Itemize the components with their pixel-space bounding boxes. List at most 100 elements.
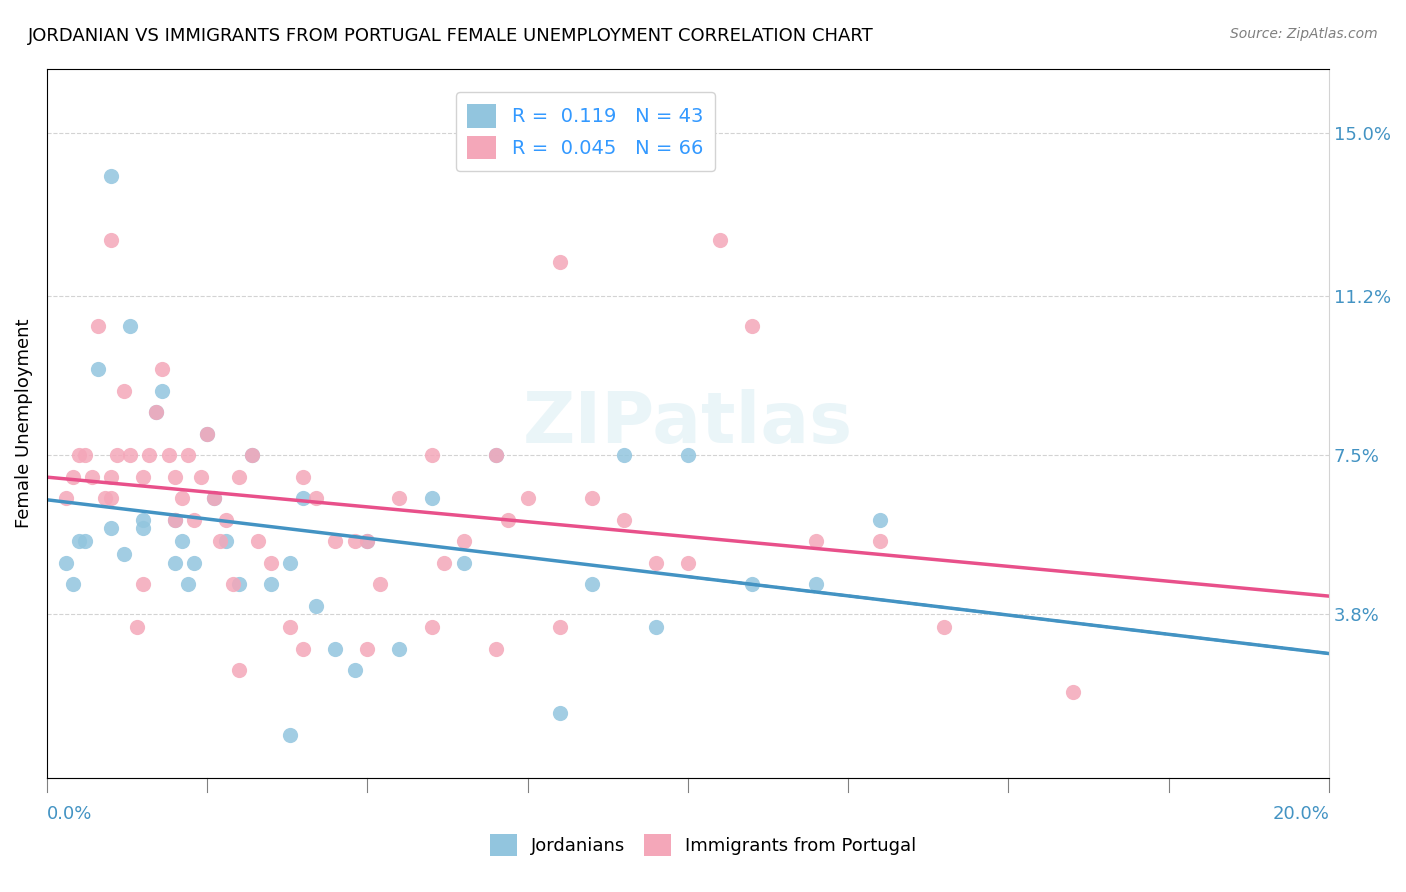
Point — [453, 534, 475, 549]
Point — [132, 521, 155, 535]
Point — [581, 491, 603, 506]
Point — [195, 426, 218, 441]
Point — [260, 556, 283, 570]
Point — [75, 449, 97, 463]
Point — [55, 556, 77, 570]
Point — [613, 449, 636, 463]
Point — [62, 470, 84, 484]
Text: ZIPatlas: ZIPatlas — [523, 389, 853, 458]
Point — [87, 362, 110, 376]
Point — [62, 577, 84, 591]
Point — [676, 556, 699, 570]
Point — [125, 620, 148, 634]
Point — [132, 577, 155, 591]
Point — [453, 556, 475, 570]
Point — [100, 491, 122, 506]
Point — [433, 556, 456, 570]
Point — [260, 577, 283, 591]
Point — [709, 234, 731, 248]
Point — [420, 620, 443, 634]
Y-axis label: Female Unemployment: Female Unemployment — [15, 318, 32, 528]
Point — [613, 513, 636, 527]
Point — [280, 620, 302, 634]
Point — [741, 319, 763, 334]
Point — [356, 641, 378, 656]
Point — [145, 405, 167, 419]
Point — [177, 449, 200, 463]
Point — [120, 319, 142, 334]
Point — [150, 384, 173, 398]
Point — [222, 577, 245, 591]
Point — [356, 534, 378, 549]
Point — [368, 577, 391, 591]
Point — [485, 449, 508, 463]
Point — [80, 470, 103, 484]
Point — [240, 449, 263, 463]
Point — [202, 491, 225, 506]
Point — [132, 513, 155, 527]
Point — [498, 513, 520, 527]
Point — [420, 449, 443, 463]
Point — [165, 513, 187, 527]
Point — [292, 491, 315, 506]
Point — [228, 577, 250, 591]
Point — [93, 491, 115, 506]
Point — [292, 470, 315, 484]
Point — [208, 534, 231, 549]
Point — [145, 405, 167, 419]
Point — [132, 470, 155, 484]
Point — [325, 641, 347, 656]
Point — [1062, 685, 1084, 699]
Point — [165, 513, 187, 527]
Point — [107, 449, 129, 463]
Point — [157, 449, 180, 463]
Legend: Jordanians, Immigrants from Portugal: Jordanians, Immigrants from Portugal — [481, 825, 925, 865]
Legend: R =  0.119   N = 43, R =  0.045   N = 66: R = 0.119 N = 43, R = 0.045 N = 66 — [456, 93, 716, 171]
Point — [388, 491, 411, 506]
Point — [343, 664, 366, 678]
Point — [228, 470, 250, 484]
Point — [120, 449, 142, 463]
Point — [165, 556, 187, 570]
Point — [100, 234, 122, 248]
Point — [934, 620, 956, 634]
Point — [804, 534, 827, 549]
Point — [55, 491, 77, 506]
Point — [240, 449, 263, 463]
Point — [581, 577, 603, 591]
Point — [183, 513, 205, 527]
Point — [202, 491, 225, 506]
Point — [177, 577, 200, 591]
Point — [676, 449, 699, 463]
Point — [75, 534, 97, 549]
Point — [215, 534, 238, 549]
Point — [548, 706, 571, 721]
Text: 20.0%: 20.0% — [1272, 805, 1329, 823]
Point — [170, 534, 193, 549]
Point — [100, 521, 122, 535]
Point — [388, 641, 411, 656]
Point — [165, 470, 187, 484]
Point — [343, 534, 366, 549]
Point — [485, 449, 508, 463]
Point — [67, 449, 90, 463]
Point — [112, 384, 135, 398]
Point — [644, 620, 666, 634]
Point — [485, 641, 508, 656]
Point — [305, 491, 328, 506]
Point — [247, 534, 270, 549]
Point — [548, 255, 571, 269]
Point — [280, 728, 302, 742]
Point — [170, 491, 193, 506]
Point — [190, 470, 212, 484]
Point — [228, 664, 250, 678]
Point — [804, 577, 827, 591]
Point — [420, 491, 443, 506]
Point — [644, 556, 666, 570]
Point — [215, 513, 238, 527]
Point — [87, 319, 110, 334]
Point — [195, 426, 218, 441]
Point — [183, 556, 205, 570]
Point — [516, 491, 538, 506]
Text: 0.0%: 0.0% — [46, 805, 93, 823]
